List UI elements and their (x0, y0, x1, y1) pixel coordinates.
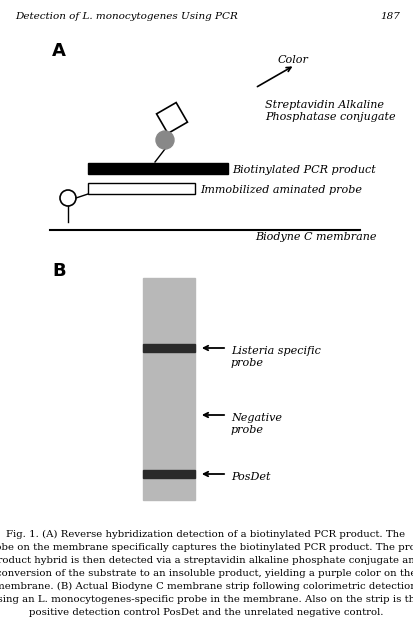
Text: Fig. 1. (A) Reverse hybridization detection of a biotinylated PCR product. The: Fig. 1. (A) Reverse hybridization detect… (7, 530, 406, 539)
Text: positive detection control PosDet and the unrelated negative control.: positive detection control PosDet and th… (29, 608, 383, 617)
Text: A: A (52, 42, 66, 60)
Text: Detection of L. monocytogenes Using PCR: Detection of L. monocytogenes Using PCR (15, 12, 238, 21)
Text: Listeria specific
probe: Listeria specific probe (231, 346, 321, 367)
Text: probe on the membrane specifically captures the biotinylated PCR product. The pr: probe on the membrane specifically captu… (0, 543, 413, 552)
Bar (143, 470, 195, 478)
Bar (143, 278, 195, 500)
Bar (88, 183, 195, 194)
Text: Biodyne C membrane: Biodyne C membrane (255, 232, 377, 242)
Text: 187: 187 (380, 12, 400, 21)
Text: PosDet: PosDet (231, 472, 271, 482)
Text: membrane. (B) Actual Biodyne C membrane strip following colorimetric detection: membrane. (B) Actual Biodyne C membrane … (0, 582, 413, 591)
Text: Immobilized aminated probe: Immobilized aminated probe (200, 185, 362, 195)
Text: product hybrid is then detected via a streptavidin alkaline phosphate conjugate : product hybrid is then detected via a st… (0, 556, 413, 565)
Text: conversion of the substrate to an insoluble product, yielding a purple color on : conversion of the substrate to an insolu… (0, 569, 413, 578)
Text: Biotinylated PCR product: Biotinylated PCR product (232, 165, 376, 175)
Text: Negative
probe: Negative probe (231, 413, 282, 435)
Bar (143, 344, 195, 352)
Text: Color: Color (278, 55, 309, 65)
Text: Streptavidin Alkaline
Phosphatase conjugate: Streptavidin Alkaline Phosphatase conjug… (265, 100, 396, 122)
Bar (88, 163, 228, 174)
Circle shape (156, 131, 174, 149)
Text: using an L. monocytogenes-specific probe in the membrane. Also on the strip is t: using an L. monocytogenes-specific probe… (0, 595, 413, 604)
Text: B: B (52, 262, 66, 280)
